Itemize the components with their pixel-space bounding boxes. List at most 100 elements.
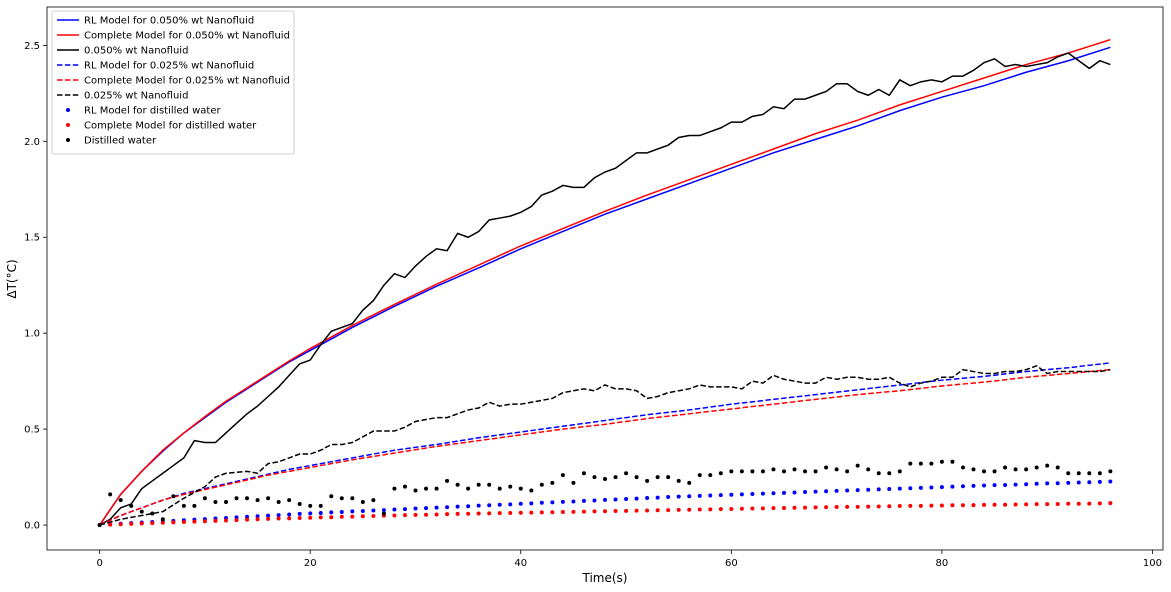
series-7-point (255, 517, 260, 522)
series-8-point (729, 469, 734, 474)
series-8-point (223, 500, 228, 505)
series-7-point (992, 502, 997, 507)
series-6-point (1034, 481, 1039, 486)
x-tick-label: 60 (725, 558, 738, 569)
series-6-point (550, 500, 555, 505)
series-6-point (1066, 480, 1071, 485)
series-7-point (118, 522, 123, 527)
series-6-point (803, 490, 808, 495)
series-8-point (655, 475, 660, 480)
series-8-point (676, 478, 681, 483)
series-6-point (1087, 480, 1092, 485)
series-8-point (539, 482, 544, 487)
series-8-point (908, 461, 913, 466)
series-7-point (781, 505, 786, 510)
series-6-point (360, 509, 365, 514)
series-7-point (866, 504, 871, 509)
series-6-point (266, 513, 271, 518)
series-6-point (645, 496, 650, 500)
series-6-point (350, 509, 355, 514)
series-7-point (645, 508, 650, 513)
series-6-point (487, 503, 492, 508)
series-7-point (908, 503, 913, 508)
series-7-point (1013, 502, 1018, 507)
series-8-point (413, 488, 418, 493)
series-7-point (508, 510, 513, 515)
series-7-point (708, 507, 713, 512)
series-8-point (887, 471, 892, 476)
series-7-point (129, 521, 134, 526)
series-8-point (1034, 465, 1039, 470)
series-8-point (1003, 465, 1008, 470)
series-6-point (687, 494, 692, 499)
series-7-point (1055, 501, 1060, 506)
series-7-point (813, 505, 818, 510)
legend-item-8-label: Distilled water (84, 136, 157, 147)
series-7-point (1076, 501, 1081, 506)
series-7-point (687, 507, 692, 512)
series-8-point (876, 471, 881, 476)
series-8-point (971, 467, 976, 472)
series-8-point (718, 471, 723, 476)
series-8-point (371, 498, 376, 503)
series-6-point (781, 490, 786, 495)
series-7-point (1087, 501, 1092, 506)
series-6-point (1076, 480, 1081, 485)
series-6-point (876, 487, 881, 492)
series-7-point (929, 503, 934, 508)
series-8-point (445, 478, 450, 483)
series-6-point (708, 493, 713, 498)
series-8-point (424, 486, 429, 491)
series-6-point (908, 486, 913, 491)
series-6-point (402, 507, 407, 512)
series-4-line (99, 368, 1111, 526)
series-7-point (855, 504, 860, 509)
series-8-point (687, 480, 692, 485)
series-6-point (960, 484, 965, 489)
series-8-point (202, 496, 207, 501)
series-6-point (929, 485, 934, 490)
series-6-point (1097, 479, 1102, 484)
series-7-point (424, 512, 429, 517)
series-7-point (603, 509, 607, 514)
series-7-point (392, 513, 397, 518)
series-7-point (287, 516, 292, 521)
series-8-point (603, 477, 607, 482)
series-8-point (645, 478, 650, 483)
series-7-point (181, 519, 186, 524)
series-8-point (245, 496, 250, 501)
series-6-point (297, 511, 302, 516)
series-7-point (666, 508, 671, 513)
series-6-point (497, 502, 502, 507)
legend-box (51, 10, 295, 155)
series-6-point (476, 503, 481, 508)
series-8-point (550, 480, 555, 485)
series-7-point (771, 506, 776, 511)
series-8-point (624, 471, 629, 476)
series-8-point (939, 459, 944, 464)
series-8-point (1024, 467, 1029, 472)
series-7-point (413, 512, 418, 517)
series-8-point (824, 465, 829, 470)
series-6-point (276, 513, 281, 518)
series-8-point (1097, 471, 1102, 476)
series-7-point (529, 510, 534, 515)
series-8-point (855, 463, 860, 468)
series-7-point (150, 521, 155, 526)
series-8-point (402, 484, 407, 489)
legend-item-7-label: Complete Model for distilled water (84, 121, 257, 132)
legend-item-2-label: 0.050% wt Nanofluid (84, 46, 188, 57)
series-8-point (1087, 471, 1092, 476)
series-7-point (845, 504, 850, 509)
series-6-point (813, 489, 818, 494)
series-7-point (560, 510, 565, 515)
series-7-point (539, 510, 544, 515)
series-6-point (371, 508, 376, 513)
series-7-point (613, 509, 618, 514)
series-8-point (866, 467, 871, 472)
legend-item-0-label: RL Model for 0.050% wt Nanofluid (84, 16, 254, 27)
legend-item-4-label: Complete Model for 0.025% wt Nanofluid (84, 76, 290, 87)
series-7-point (360, 514, 365, 519)
series-8-point (266, 496, 271, 501)
